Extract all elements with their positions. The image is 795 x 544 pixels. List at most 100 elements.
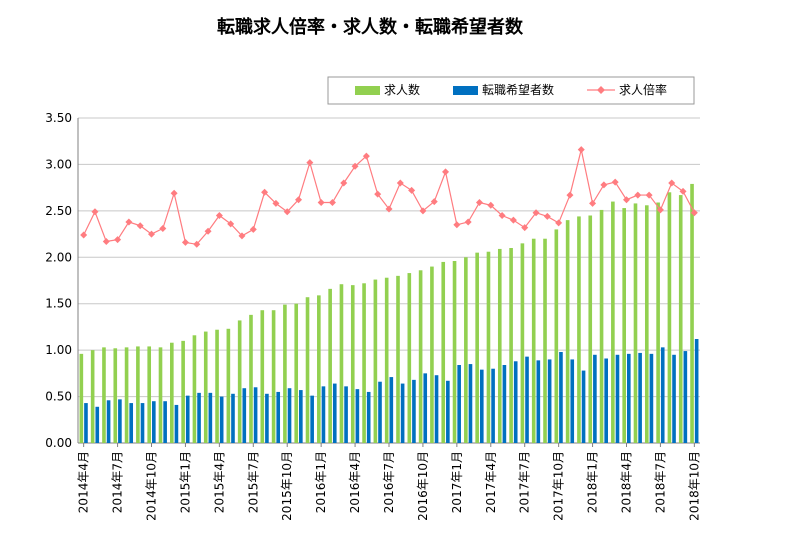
point-ratio xyxy=(555,219,563,227)
bar-seekers xyxy=(434,375,439,443)
bar-jobs xyxy=(271,310,276,443)
point-ratio xyxy=(543,212,551,220)
bar-jobs xyxy=(203,331,208,443)
point-ratio xyxy=(645,191,653,199)
bar-seekers xyxy=(683,351,688,443)
bar-seekers xyxy=(219,396,224,443)
bar-seekers xyxy=(265,393,269,443)
point-ratio xyxy=(91,208,99,216)
bar-jobs xyxy=(136,346,140,443)
bar-seekers xyxy=(355,389,360,443)
bar-seekers xyxy=(604,358,608,443)
bar-seekers xyxy=(559,352,563,443)
point-ratio xyxy=(589,199,597,207)
bar-jobs xyxy=(90,350,95,443)
bar-jobs xyxy=(170,342,174,443)
bar-jobs xyxy=(249,314,253,443)
point-ratio xyxy=(362,152,370,160)
x-tick-label: 2014年7月 xyxy=(111,451,125,513)
bar-seekers xyxy=(412,379,416,443)
point-ratio xyxy=(453,221,461,229)
bar-jobs xyxy=(418,270,423,443)
bar-jobs xyxy=(497,248,502,443)
point-ratio xyxy=(215,212,223,219)
bar-seekers xyxy=(536,360,541,443)
bar-seekers xyxy=(660,347,665,443)
point-ratio xyxy=(634,191,642,199)
bar-seekers xyxy=(389,377,394,443)
bar-jobs xyxy=(690,183,694,443)
y-tick-label: 1.00 xyxy=(45,343,72,357)
bar-seekers xyxy=(626,353,631,443)
bar-seekers xyxy=(310,395,314,443)
point-ratio xyxy=(577,146,585,154)
point-ratio xyxy=(385,205,393,213)
x-tick-label: 2014年4月 xyxy=(77,451,91,513)
bar-jobs xyxy=(181,340,185,443)
x-tick-label: 2015年4月 xyxy=(212,451,226,513)
bar-jobs xyxy=(102,347,106,443)
point-ratio xyxy=(317,199,325,206)
bar-seekers xyxy=(457,365,461,443)
y-tick-label: 0.00 xyxy=(45,436,72,450)
bar-seekers xyxy=(197,392,201,443)
point-ratio xyxy=(328,199,336,206)
bar-jobs xyxy=(215,329,219,443)
bar-jobs xyxy=(588,215,593,443)
bar-seekers xyxy=(242,388,247,443)
point-ratio xyxy=(487,201,495,209)
x-tick-label: 2016年1月 xyxy=(314,451,328,513)
point-ratio xyxy=(430,198,438,206)
x-tick-label: 2017年10月 xyxy=(552,451,566,521)
bar-jobs xyxy=(79,353,84,443)
bar-seekers xyxy=(84,403,88,443)
point-ratio xyxy=(125,218,133,226)
point-ratio xyxy=(238,232,246,240)
y-tick-label: 3.00 xyxy=(45,157,72,171)
x-tick-label: 2018年1月 xyxy=(586,451,600,513)
x-tick-label: 2017年7月 xyxy=(518,451,532,513)
bar-jobs xyxy=(678,195,683,443)
bar-seekers xyxy=(423,373,428,443)
x-tick-label: 2016年10月 xyxy=(416,451,430,521)
bar-jobs xyxy=(384,277,389,443)
point-ratio xyxy=(622,196,630,204)
bar-seekers xyxy=(570,359,575,443)
bar-jobs xyxy=(226,328,231,443)
bar-seekers xyxy=(593,354,597,443)
bar-jobs xyxy=(294,303,299,443)
bar-jobs xyxy=(520,243,525,443)
x-tick-label: 2017年1月 xyxy=(450,451,464,513)
bar-seekers xyxy=(502,365,507,443)
legend-label-seekers: 転職希望者数 xyxy=(482,82,554,97)
bar-seekers xyxy=(140,403,145,443)
bar-seekers xyxy=(208,392,213,443)
bar-jobs xyxy=(565,220,570,443)
bar-seekers xyxy=(694,339,699,443)
point-ratio xyxy=(475,199,483,206)
bar-jobs xyxy=(260,310,265,443)
bar-seekers xyxy=(287,388,292,443)
point-ratio xyxy=(419,207,427,215)
bar-jobs xyxy=(317,295,321,443)
point-ratio xyxy=(532,209,540,217)
bar-jobs xyxy=(328,288,332,443)
point-ratio xyxy=(204,227,212,235)
x-tick-label: 2014年10月 xyxy=(145,451,159,521)
bar-seekers xyxy=(163,401,167,443)
bar-jobs xyxy=(350,285,355,443)
bar-seekers xyxy=(332,383,337,443)
point-ratio xyxy=(566,191,574,199)
bar-jobs xyxy=(644,205,649,443)
point-ratio xyxy=(306,159,314,167)
bar-jobs xyxy=(237,320,242,443)
bar-seekers xyxy=(344,386,348,443)
legend: 求人数 転職希望者数 求人倍率 xyxy=(327,76,695,105)
point-ratio xyxy=(170,189,178,197)
bar-seekers xyxy=(253,387,258,443)
bar-seekers xyxy=(491,368,495,443)
point-ratio xyxy=(193,240,201,248)
x-tick-label: 2018年7月 xyxy=(653,451,667,513)
bar-jobs xyxy=(124,347,129,443)
bar-seekers xyxy=(468,364,473,443)
